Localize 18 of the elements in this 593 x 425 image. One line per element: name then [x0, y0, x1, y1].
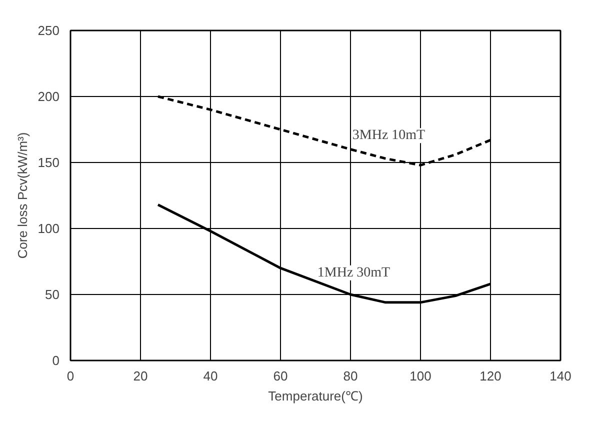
- y-tick-label: 50: [45, 287, 60, 302]
- x-tick-label: 140: [550, 368, 572, 384]
- y-tick-label: 100: [38, 221, 60, 236]
- series-label: 1MHz 30mT: [317, 265, 391, 280]
- series-label: 3MHz 10mT: [352, 128, 426, 144]
- x-tick-label: 0: [66, 368, 74, 384]
- x-tick-label: 100: [410, 368, 432, 384]
- x-tick-label: 40: [203, 368, 218, 384]
- x-axis-title: Temperature(℃): [268, 388, 363, 404]
- y-tick-label: 0: [52, 353, 60, 368]
- x-tick-label: 60: [273, 368, 288, 384]
- y-tick-label: 200: [38, 89, 60, 104]
- x-tick-label: 120: [480, 368, 502, 384]
- y-tick-label: 250: [38, 23, 60, 38]
- y-tick-label: 150: [38, 155, 60, 170]
- x-tick-label: 20: [133, 368, 148, 384]
- y-axis-title: Core loss Pcv(kW/m³): [14, 132, 30, 259]
- x-tick-label: 80: [343, 368, 358, 384]
